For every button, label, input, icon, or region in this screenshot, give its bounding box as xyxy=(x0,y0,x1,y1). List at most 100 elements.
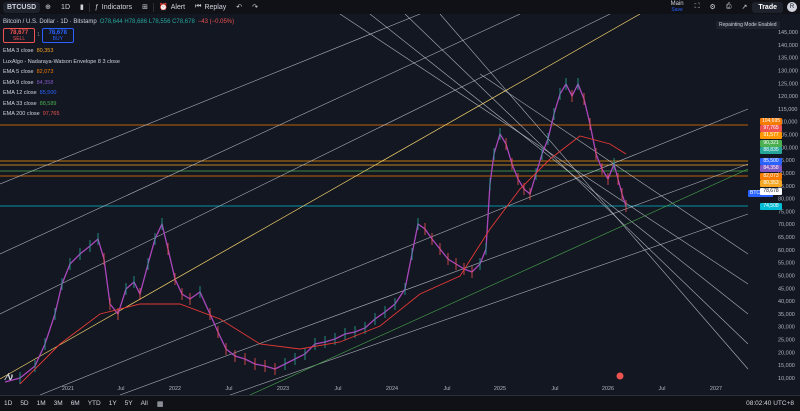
price-axis-label: 20,000 xyxy=(778,350,795,356)
undo-icon[interactable]: ↶ xyxy=(236,4,243,11)
indicator-row[interactable]: EMA 9 close 84,358 xyxy=(3,78,234,89)
price-badge: 84,358 xyxy=(760,165,782,172)
alarm-icon: ⏰ xyxy=(159,4,168,11)
trend-channel-line xyxy=(369,14,749,315)
trend-channel-line xyxy=(404,14,749,345)
time-axis-label: 2026 xyxy=(602,386,614,392)
time-axis-label: Jul xyxy=(658,386,665,392)
indicator-value: 85,500 xyxy=(39,90,57,97)
price-axis-label: 125,000 xyxy=(778,81,798,87)
ohlc-values: O78,644 H78,686 L78,556 C78,678 xyxy=(99,19,195,25)
avatar[interactable]: R xyxy=(787,2,797,12)
clock-display[interactable]: 08:02:40 UTC+8 xyxy=(746,400,794,407)
timeframe-6m-button[interactable]: 6M xyxy=(70,400,80,407)
time-axis-label: 2027 xyxy=(710,386,722,392)
settings-icon[interactable]: ⚙ xyxy=(709,4,716,11)
price-chart-canvas[interactable]: 145,000140,000135,000130,000125,000120,0… xyxy=(0,14,800,395)
green-trend-line xyxy=(249,168,749,395)
sell-button[interactable]: 78,677 SELL xyxy=(3,28,35,43)
legend-title-row: Bitcoin / U.S. Dollar · 1D · Bitstamp O7… xyxy=(3,18,234,26)
price-axis-label: 15,000 xyxy=(778,363,795,369)
indicator-row[interactable]: EMA 5 close 82,073 xyxy=(3,67,234,78)
buy-price: 78,678 xyxy=(48,30,67,36)
indicator-row[interactable]: EMA 33 close 88,589 xyxy=(3,99,234,110)
alert-label: Alert xyxy=(170,3,186,11)
trend-channel-line xyxy=(0,14,611,315)
trade-button[interactable]: Trade xyxy=(752,1,783,13)
price-badge: 91,577 xyxy=(760,132,782,139)
timeframe-1y-button[interactable]: 1Y xyxy=(108,400,117,407)
spread-value: 1 xyxy=(37,32,40,38)
indicator-row[interactable]: EMA 3 close 80,353 xyxy=(3,46,234,57)
replay-button[interactable]: ⏮ Replay xyxy=(190,0,231,14)
price-badge: 80,353 xyxy=(760,180,782,187)
trend-channel-line xyxy=(439,14,749,370)
camera-icon[interactable]: ⎙ xyxy=(725,3,732,10)
ema-200-line xyxy=(19,135,627,385)
replay-label: Replay xyxy=(204,3,227,11)
chart-background xyxy=(0,14,800,395)
fullscreen-icon[interactable]: ⛶ xyxy=(694,3,700,10)
bar-style-icon[interactable]: ▮ xyxy=(80,4,84,11)
price-badge: 78,678 xyxy=(760,188,782,195)
price-axis-label: 10,000 xyxy=(778,376,795,382)
indicator-name: EMA 33 close xyxy=(3,100,37,107)
time-axis-label: 2023 xyxy=(277,386,289,392)
sell-price: 78,677 xyxy=(9,30,29,36)
templates-icon[interactable]: ⊞ xyxy=(142,4,148,11)
layout-save-status: Save xyxy=(671,7,683,13)
indicator-row[interactable]: EMA 12 close 85,500 xyxy=(3,88,234,99)
timeframe-5d-button[interactable]: 5D xyxy=(20,400,29,407)
chart-area[interactable]: 145,000 140,000 135,000 130,000 125,000 120,0… xyxy=(0,14,800,395)
indicator-value: 97,765 xyxy=(42,111,60,118)
indicator-name: EMA 5 close xyxy=(3,69,34,76)
symbol-search-button[interactable]: BTCUSD xyxy=(3,1,41,13)
buy-button[interactable]: 78,678 BUY xyxy=(41,28,74,43)
price-axis-label: 90,000 xyxy=(778,171,795,177)
price-badge: 90,321 xyxy=(760,140,782,147)
price-axis-label: 115,000 xyxy=(778,107,797,113)
replay-icon: ⏮ xyxy=(195,3,202,10)
timeframe-1d-button[interactable]: 1D xyxy=(4,400,13,407)
compare-icon[interactable]: ⊕ xyxy=(45,4,52,11)
sell-buy-panel: 78,677 SELL 1 78,678 BUY xyxy=(3,28,234,43)
timeframe-5y-button[interactable]: 5Y xyxy=(124,400,133,407)
price-badge: 82,073 xyxy=(760,173,782,180)
timeframe-all-button[interactable]: All xyxy=(140,400,148,407)
timeframe-3m-button[interactable]: 3M xyxy=(53,400,63,407)
time-axis-label: 2022 xyxy=(169,386,181,392)
indicator-row[interactable]: LuxAlgo - Nadaraya-Watson Envelope 8 3 c… xyxy=(3,57,234,68)
redo-icon[interactable]: ↷ xyxy=(252,4,258,11)
publish-icon[interactable]: ↗ xyxy=(741,4,748,11)
top-toolbar: BTCUSD ⊕ 1D ▮ ƒ Indicators ⊞ ⏰ Alert ⏮ Repl… xyxy=(0,0,800,14)
timeframe-1m-button[interactable]: 1M xyxy=(36,400,46,407)
price-change: −43 (−0.05%) xyxy=(197,19,235,25)
indicator-name: EMA 9 close xyxy=(3,79,34,86)
repainting-mode-badge: Repainting Mode Enabled xyxy=(716,21,780,29)
time-axis-label: 2021 xyxy=(62,386,74,392)
bottom-toolbar: 1D 5D 1M 3M 6M YTD 1Y 5Y All ▦ 08:02:40 UTC+8 xyxy=(0,395,800,411)
date-range-icon[interactable]: ▦ xyxy=(156,400,164,408)
separator xyxy=(88,2,90,12)
tradingview-logo: ⁄ν xyxy=(4,372,14,383)
indicator-value: 80,353 xyxy=(36,48,54,55)
interval-button[interactable]: 1D xyxy=(61,3,70,11)
indicators-button[interactable]: ƒ Indicators xyxy=(90,0,137,14)
indicator-name: EMA 3 close xyxy=(3,48,34,55)
price-axis-label: 70,000 xyxy=(778,222,795,228)
price-axis-label: 140,000 xyxy=(778,43,798,49)
indicator-row[interactable]: EMA 200 close 97,765 xyxy=(3,109,234,120)
price-axis-label: 80,000 xyxy=(778,197,795,203)
alert-button[interactable]: ⏰ Alert xyxy=(154,0,190,14)
price-axis-label: 135,000 xyxy=(778,56,798,62)
time-axis-label: Jul xyxy=(551,386,558,392)
indicator-value: 84,358 xyxy=(36,79,54,86)
price-axis-label: 45,000 xyxy=(778,286,795,292)
price-badge: 85,500 xyxy=(760,158,782,165)
price-axis-label: 110,000 xyxy=(778,120,797,126)
separator xyxy=(153,2,154,12)
time-axis-label: 2025 xyxy=(494,386,506,392)
price-badge: 104,695 xyxy=(760,118,782,125)
layout-menu[interactable]: Main Save xyxy=(665,1,690,13)
timeframe-ytd-button[interactable]: YTD xyxy=(87,400,101,407)
